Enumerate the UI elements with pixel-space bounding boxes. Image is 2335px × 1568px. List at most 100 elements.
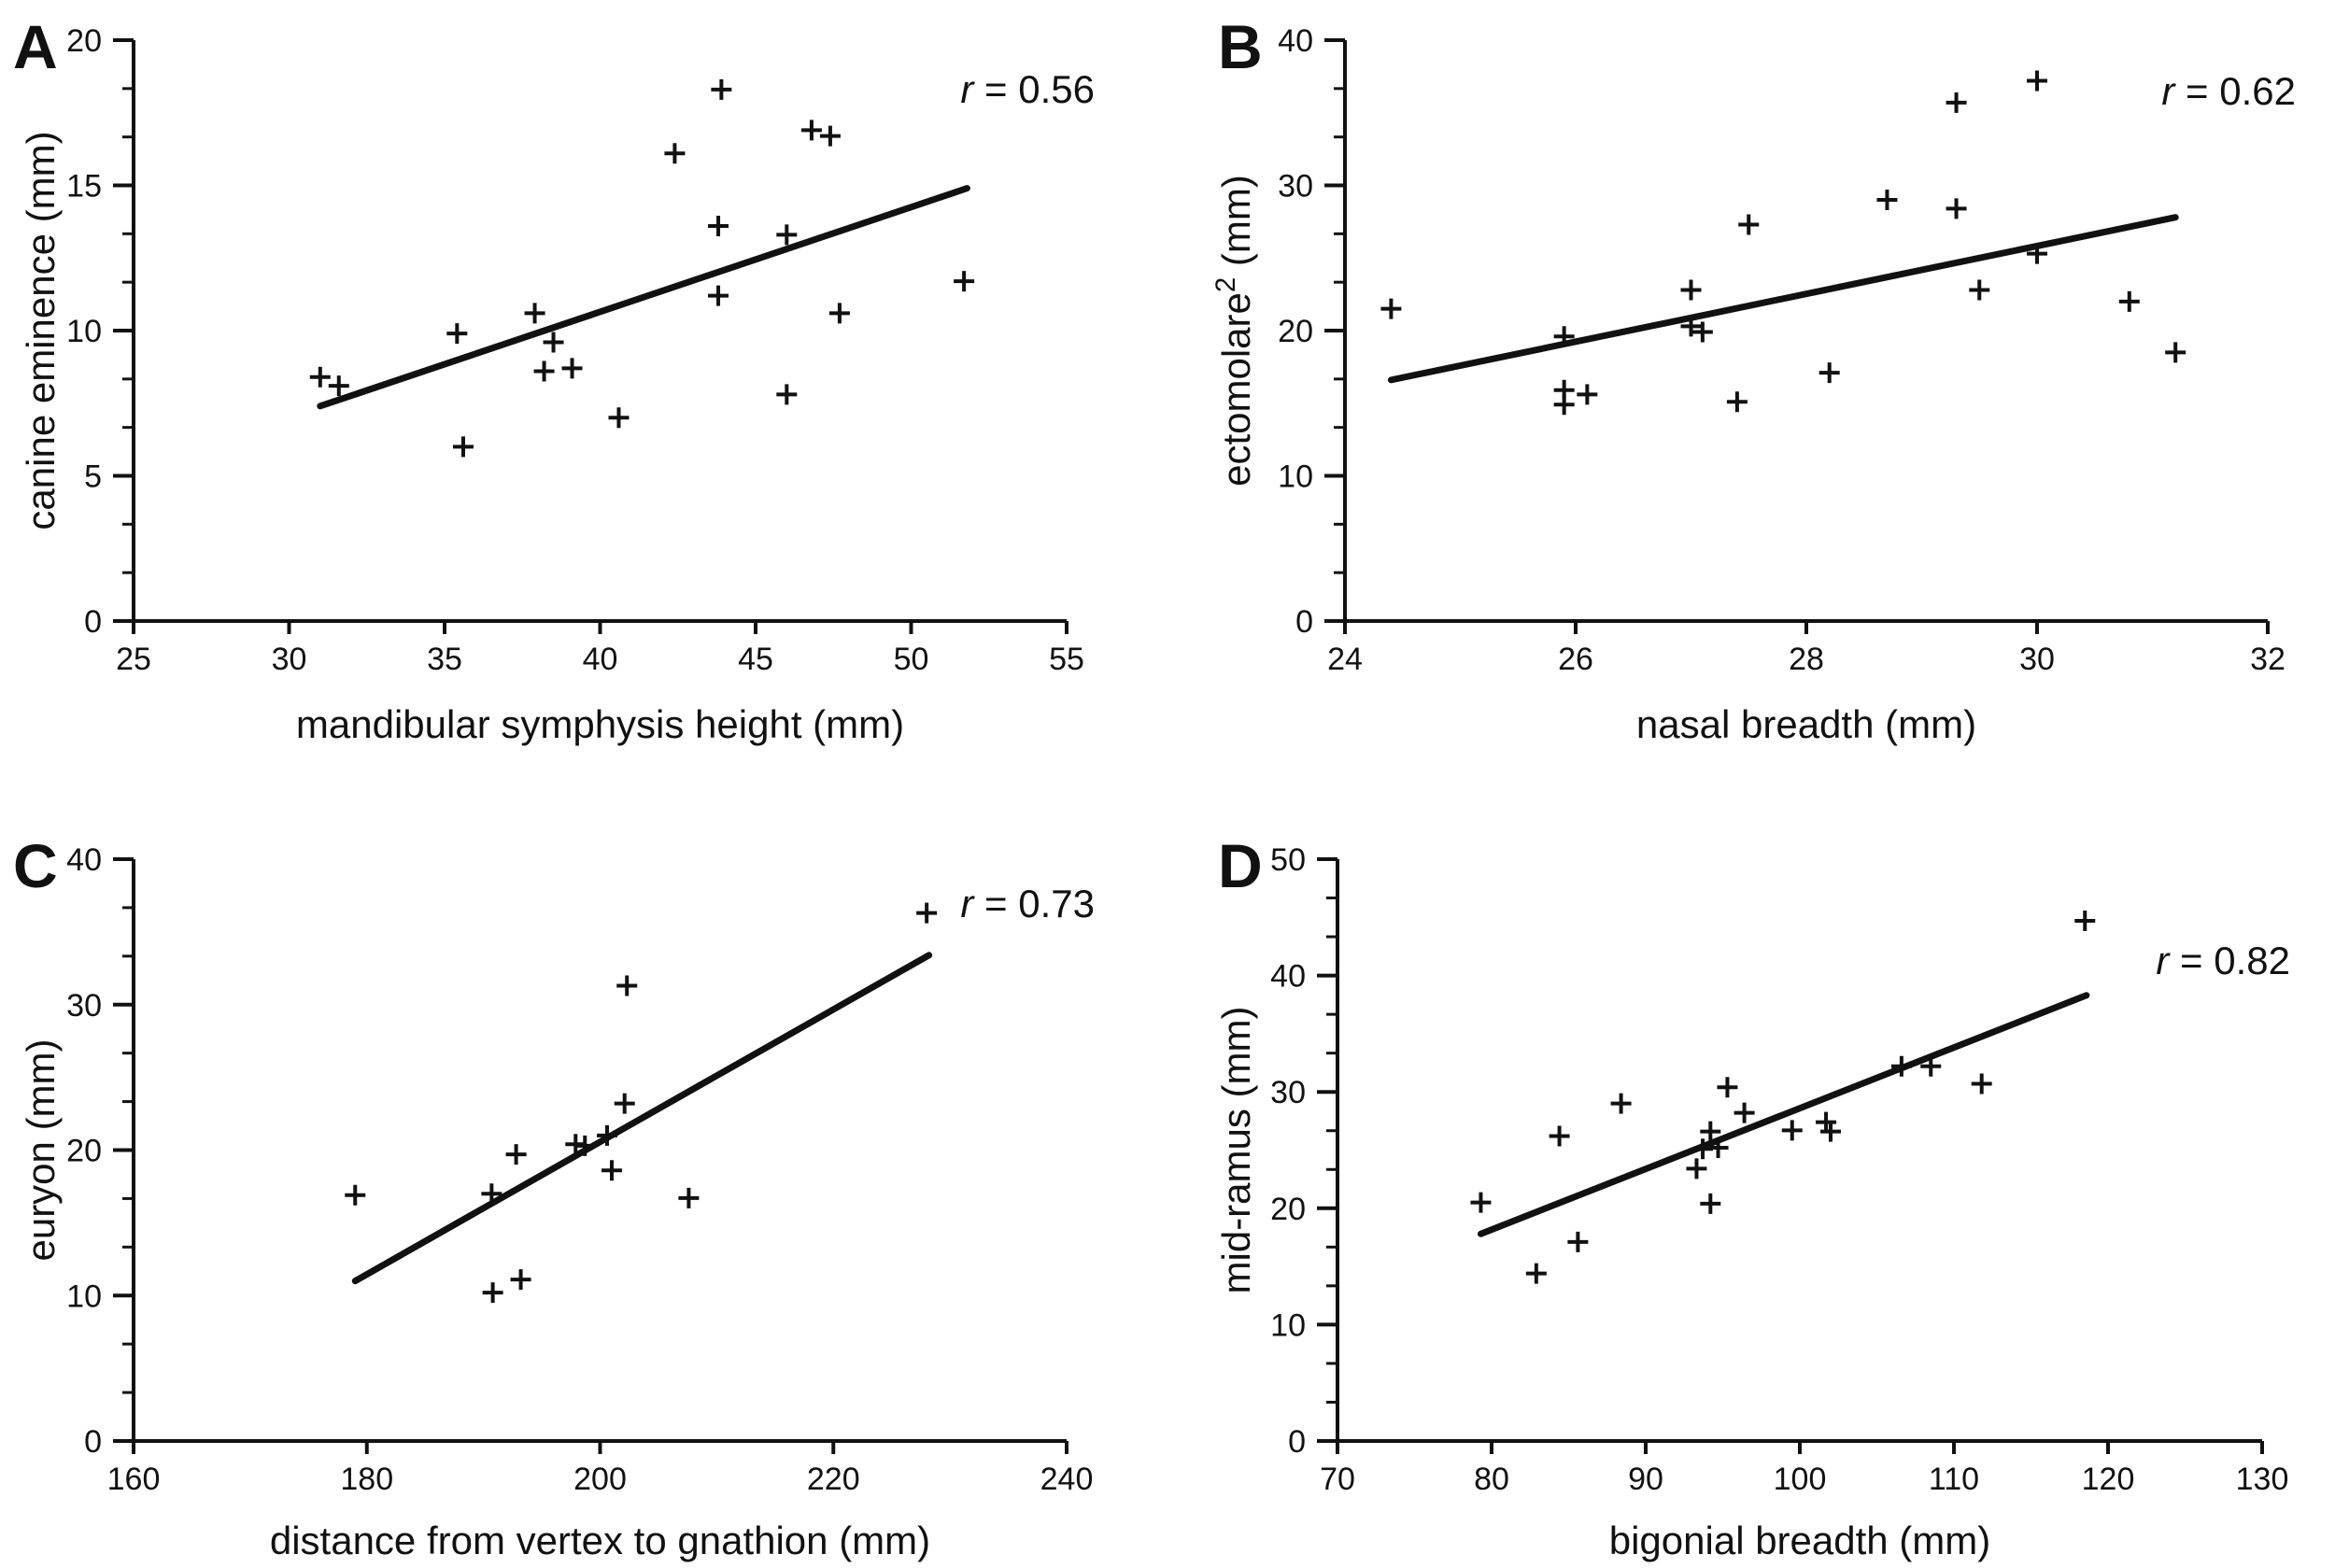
y-axis-tick-label: 40	[1270, 959, 1306, 995]
x-axis-tick-label: 35	[427, 642, 462, 677]
data-point-marker	[1971, 1073, 1992, 1095]
y-axis-tick-label: 30	[1278, 169, 1313, 205]
data-point-marker	[916, 902, 938, 924]
x-axis-title: distance from vertex to gnathion (mm)	[270, 1519, 930, 1562]
x-axis-tick-label: 40	[583, 642, 618, 677]
data-point-marker	[1680, 316, 1702, 337]
data-point-marker	[708, 285, 729, 306]
y-axis-tick-label: 20	[66, 1134, 102, 1169]
data-point-marker	[1567, 1231, 1589, 1252]
y-axis-tick-label: 30	[66, 988, 102, 1024]
regression-trendline	[317, 185, 970, 410]
regression-trendline	[1387, 214, 2179, 384]
data-point-marker	[608, 407, 630, 429]
data-point-marker	[1890, 1055, 1912, 1077]
data-point-marker	[510, 1269, 531, 1291]
data-point-marker	[2027, 243, 2047, 264]
y-axis-tick-label: 0	[84, 604, 102, 640]
panel-letter: C	[13, 831, 58, 900]
data-point-marker	[596, 1124, 617, 1146]
data-point-marker	[819, 125, 841, 147]
y-axis-tick-label: 20	[1270, 1192, 1306, 1227]
data-point-marker	[2165, 342, 2186, 363]
data-point-marker	[452, 436, 474, 458]
panel-letter: B	[1218, 12, 1263, 81]
x-axis-tick-label: 110	[1929, 1462, 1979, 1497]
data-point-marker	[345, 1184, 366, 1206]
data-point-marker	[708, 216, 729, 237]
x-axis-tick-label: 25	[116, 642, 151, 677]
x-axis-title: mandibular symphysis height (mm)	[296, 702, 904, 746]
x-axis-tick-label: 90	[1628, 1462, 1663, 1497]
data-point-marker	[664, 143, 686, 164]
data-point-marker	[1946, 92, 1967, 113]
x-axis-tick-label: 180	[340, 1462, 393, 1497]
data-point-marker	[1726, 391, 1748, 413]
data-point-marker	[1680, 279, 1702, 301]
x-axis-tick-label: 26	[1558, 642, 1593, 677]
y-axis-tick-label: 50	[1270, 842, 1306, 878]
data-point-marker	[1553, 394, 1575, 416]
correlation-label: r = 0.73	[960, 882, 1095, 925]
regression-trendline	[1477, 992, 2090, 1237]
y-axis-title: euryon (mm)	[19, 1038, 63, 1261]
x-axis-tick-label: 120	[2082, 1462, 2135, 1497]
y-axis-title: ectomolare2 (mm)	[1210, 175, 1258, 487]
data-point-marker	[616, 975, 638, 996]
data-point-marker	[1781, 1120, 1803, 1141]
x-axis-tick-label: 30	[272, 642, 307, 677]
data-point-marker	[533, 360, 555, 382]
data-point-marker	[543, 332, 564, 353]
data-point-marker	[1686, 1158, 1707, 1180]
axis-line	[132, 40, 1067, 623]
data-point-marker	[1610, 1093, 1632, 1114]
x-axis-tick-label: 80	[1474, 1462, 1509, 1497]
data-point-marker	[828, 303, 850, 324]
y-axis-tick-label: 40	[1278, 23, 1313, 59]
data-point-marker	[481, 1183, 502, 1205]
correlation-label: r = 0.62	[2161, 69, 2296, 113]
y-axis-tick-label: 20	[66, 23, 102, 59]
data-point-marker	[524, 303, 545, 324]
data-point-marker	[800, 120, 822, 141]
y-axis-tick-label: 20	[1278, 314, 1313, 349]
regression-trendline	[351, 952, 933, 1285]
x-axis-title: bigonial breadth (mm)	[1609, 1519, 1991, 1562]
data-point-marker	[1820, 1121, 1841, 1142]
data-point-marker	[328, 375, 349, 397]
y-axis-tick-label: 0	[1295, 604, 1313, 640]
y-axis-tick-label: 40	[66, 842, 102, 878]
data-point-marker	[614, 1093, 635, 1114]
y-axis-tick-label: 10	[1278, 459, 1313, 495]
x-axis-tick-label: 50	[894, 642, 929, 677]
y-axis-tick-label: 10	[66, 1278, 102, 1314]
data-point-marker	[1920, 1055, 1942, 1077]
y-axis-title: canine eminence (mm)	[19, 131, 63, 530]
data-point-marker	[1816, 1111, 1837, 1133]
panel-a-chart: 0 5 10 15 20 25 30 35 40 45 50 55 r = 0.56 mandibular…	[13, 12, 1095, 746]
data-point-marker	[1818, 362, 1840, 384]
data-point-marker	[776, 384, 798, 405]
data-point-marker	[1969, 279, 1990, 301]
x-axis-tick-label: 30	[2019, 642, 2055, 677]
x-axis-tick-label: 24	[1327, 642, 1363, 677]
data-point-marker	[711, 78, 732, 100]
panel-b-chart: 0 10 20 30 40 24 26 28 30 32 r = 0.62 nasal breadth…	[1210, 12, 2296, 746]
data-point-marker	[776, 224, 798, 246]
data-point-marker	[1577, 384, 1598, 405]
x-axis-tick-label: 200	[573, 1462, 627, 1497]
correlation-label: r = 0.56	[960, 67, 1095, 111]
data-point-marker	[1707, 1137, 1729, 1159]
y-axis-tick-label: 10	[1270, 1307, 1306, 1343]
data-point-marker	[2074, 911, 2096, 932]
data-point-marker	[574, 1135, 596, 1156]
data-point-marker	[2118, 290, 2140, 312]
panel-letter: A	[13, 12, 58, 81]
data-point-marker	[1876, 190, 1898, 211]
x-axis-tick-label: 28	[1789, 642, 1824, 677]
axis-line	[132, 859, 1067, 1443]
x-axis-tick-label: 32	[2250, 642, 2285, 677]
y-axis-tick-label: 5	[84, 459, 102, 495]
x-axis-tick-label: 45	[738, 642, 773, 677]
